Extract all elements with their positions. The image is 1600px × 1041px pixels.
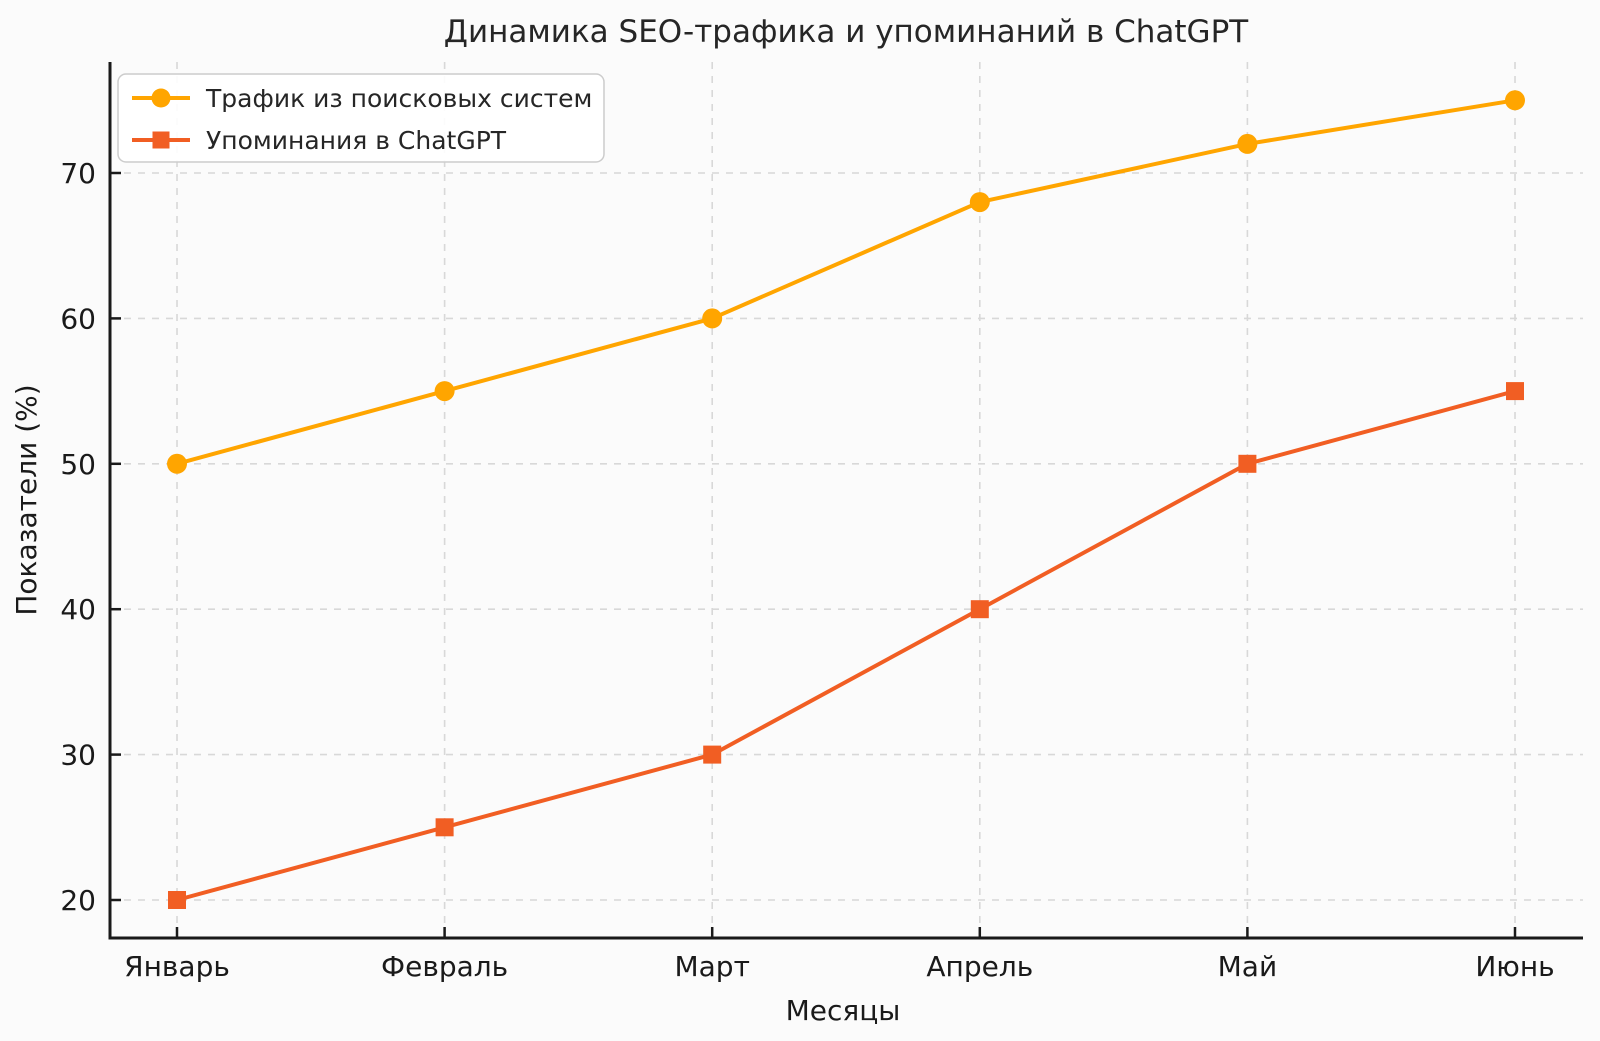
y-tick-label: 20 [60, 884, 96, 917]
data-point [167, 453, 187, 474]
x-tick-label: Февраль [381, 950, 508, 983]
data-point [1505, 90, 1525, 111]
data-point [1506, 382, 1524, 401]
data-point [1237, 133, 1258, 154]
legend: Трафик из поисковых систем Упоминания в C… [117, 73, 605, 163]
legend-item: Трафик из поисковых систем [132, 84, 592, 113]
data-point [168, 891, 186, 909]
data-point [969, 192, 990, 213]
data-point [435, 818, 454, 837]
y-tick-label: 60 [60, 302, 96, 335]
y-tick-label: 70 [60, 157, 96, 190]
y-axis-label: Показатели (%) [10, 384, 43, 615]
data-point [703, 745, 722, 764]
axis-spines [108, 62, 1583, 940]
data-point [970, 600, 989, 619]
data-point [1238, 454, 1257, 473]
x-tick-label: Июнь [1475, 950, 1554, 983]
x-tick-label: Январь [124, 950, 230, 983]
chart-title: Динамика SEO-трафика и упоминаний в Chat… [444, 14, 1249, 50]
y-tick-label: 30 [60, 739, 96, 772]
legend-marker-circle [151, 88, 171, 108]
x-axis-label: Месяцы [786, 994, 901, 1027]
x-tick-label: Май [1218, 950, 1278, 983]
legend-box [117, 73, 605, 163]
data-point [702, 308, 723, 329]
data-point [434, 381, 455, 402]
y-tick-label: 40 [60, 593, 96, 626]
axes-layer: Январь Февраль Март Апрель Май Июнь 20 30 40 50 60… [60, 62, 1583, 983]
series-line-1 [176, 98, 1516, 466]
legend-label: Упоминания в ChatGPT [206, 126, 507, 155]
x-tick-label: Март [674, 950, 749, 983]
series-layer [167, 90, 1525, 909]
legend-item: Упоминания в ChatGPT [132, 126, 507, 155]
legend-marker-square [152, 131, 170, 149]
series-line-2 [176, 389, 1516, 902]
legend-label: Трафик из поисковых систем [205, 84, 592, 113]
y-tick-label: 50 [60, 448, 96, 481]
x-tick-label: Апрель [926, 950, 1033, 983]
